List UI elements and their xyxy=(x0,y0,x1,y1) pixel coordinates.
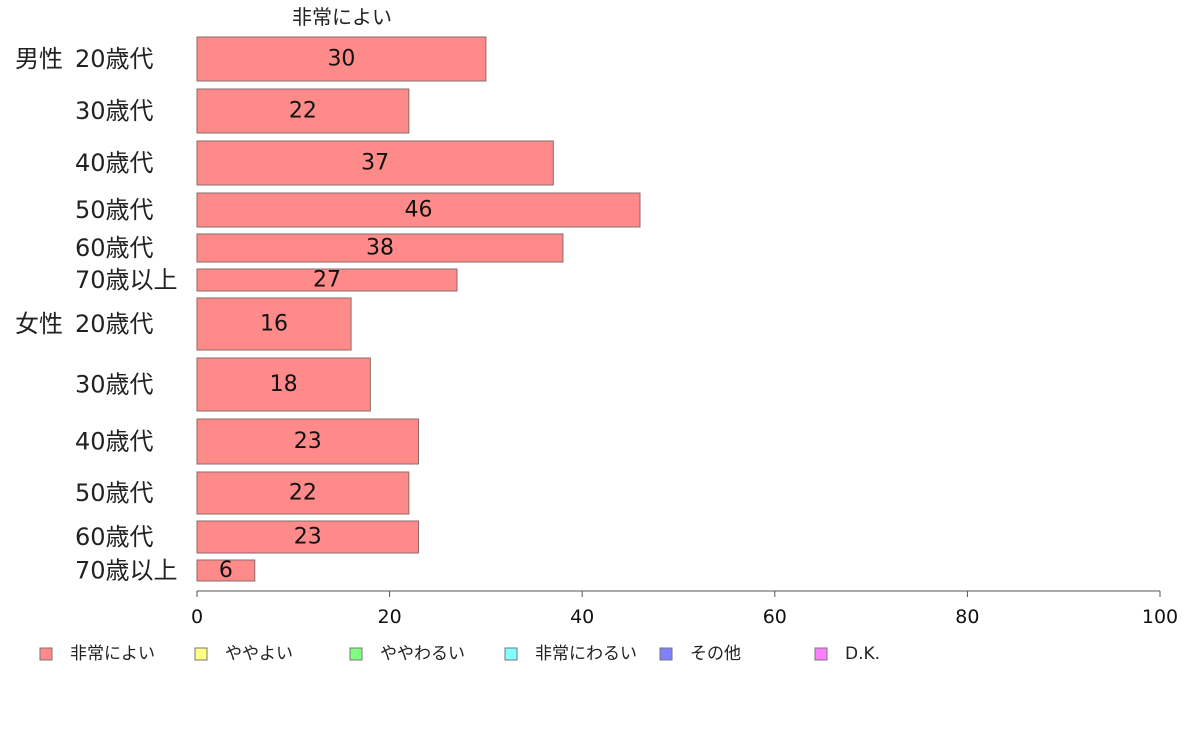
legend-swatch xyxy=(504,647,518,661)
data-label: 6 xyxy=(219,558,233,583)
category-label: 60歳代 xyxy=(75,234,154,262)
legend-entry: D.K. xyxy=(845,644,880,664)
bar xyxy=(196,88,410,134)
category-label: 30歳代 xyxy=(75,97,154,125)
data-label: 16 xyxy=(260,312,288,337)
bars-layer: 30 22 37 46 38 27 16 18 23 22 23 6 xyxy=(196,36,641,583)
group-label: 女性 xyxy=(15,310,63,338)
bar xyxy=(196,520,419,554)
bar xyxy=(196,357,371,412)
data-label: 46 xyxy=(404,198,432,223)
category-label: 20歳代 xyxy=(75,45,154,73)
legend-entry: ややわるい xyxy=(380,644,465,664)
data-label: 30 xyxy=(327,47,355,72)
bar xyxy=(196,559,256,582)
bar xyxy=(196,36,487,82)
category-labels: 20歳代男性30歳代40歳代50歳代60歳代70歳以上20歳代女性30歳代40歳… xyxy=(15,45,178,585)
category-label: 70歳以上 xyxy=(75,557,178,585)
x-tick-label: 20 xyxy=(378,606,402,628)
legend-entry: 非常にわるい xyxy=(535,644,637,664)
category-label: 20歳代 xyxy=(75,310,154,338)
series-header: 非常によい xyxy=(292,5,392,29)
legend-swatch xyxy=(814,647,828,661)
legend-swatch xyxy=(39,647,53,661)
bar xyxy=(196,471,410,515)
data-label: 38 xyxy=(366,236,394,261)
category-label: 50歳代 xyxy=(75,196,154,224)
category-label: 40歳代 xyxy=(75,428,154,456)
bar xyxy=(196,192,641,228)
category-label: 30歳代 xyxy=(75,371,154,399)
legend-entry: その他 xyxy=(690,644,741,664)
data-label: 27 xyxy=(313,268,341,293)
category-label: 60歳代 xyxy=(75,523,154,551)
bar xyxy=(196,268,458,292)
legend-swatch xyxy=(349,647,363,661)
group-label: 男性 xyxy=(15,45,63,73)
legend-swatch xyxy=(659,647,673,661)
legend-entry: ややよい xyxy=(225,644,293,664)
data-label: 37 xyxy=(361,151,389,176)
x-tick-label: 0 xyxy=(191,606,203,628)
bar xyxy=(196,418,419,465)
legend: 非常によい ややよい ややわるい 非常にわるい その他 D.K. xyxy=(39,644,880,664)
x-tick-label: 80 xyxy=(955,606,979,628)
category-label: 40歳代 xyxy=(75,149,154,177)
x-tick-label: 100 xyxy=(1142,606,1178,628)
x-axis: 0 20 40 60 80 100 xyxy=(191,590,1178,628)
category-label: 70歳以上 xyxy=(75,266,178,294)
x-tick-label: 40 xyxy=(570,606,594,628)
x-tick-label: 60 xyxy=(763,606,787,628)
bar xyxy=(196,140,554,186)
data-label: 23 xyxy=(294,429,322,454)
data-label: 18 xyxy=(270,372,298,397)
data-label: 22 xyxy=(289,481,317,506)
bar xyxy=(196,297,352,351)
legend-entry: 非常によい xyxy=(70,644,155,664)
data-label: 23 xyxy=(294,525,322,550)
bar xyxy=(196,233,564,263)
legend-swatch xyxy=(194,647,208,661)
data-label: 22 xyxy=(289,99,317,124)
category-label: 50歳代 xyxy=(75,479,154,507)
